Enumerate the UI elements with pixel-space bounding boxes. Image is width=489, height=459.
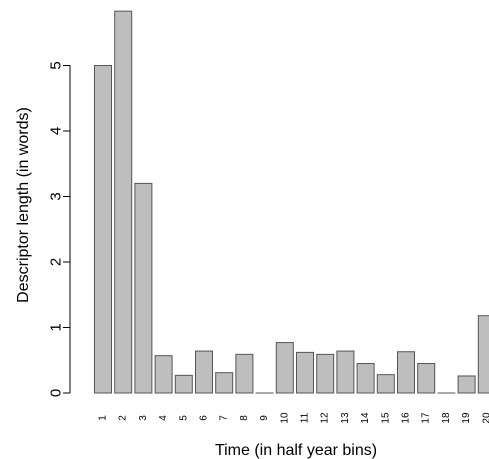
bar-5 — [174, 374, 193, 394]
bar-15 — [376, 374, 395, 394]
bar-3 — [134, 182, 153, 394]
x-tick-label-1: 1 — [98, 415, 109, 421]
y-tick-label-5: 5 — [48, 61, 65, 69]
x-tick-label-13: 13 — [340, 412, 351, 424]
x-tick-label-2: 2 — [118, 415, 129, 421]
bar-13 — [336, 350, 355, 394]
y-axis: 0 1 2 3 4 5 — [48, 61, 71, 397]
bar-1 — [94, 65, 112, 394]
y-tick-label-4: 4 — [48, 127, 65, 135]
x-tick-label-16: 16 — [401, 412, 412, 424]
y-axis-title: Descriptor length (in words) — [15, 107, 32, 303]
x-tick-label-19: 19 — [461, 412, 472, 424]
x-tick-label-5: 5 — [178, 415, 189, 421]
bar-2 — [114, 10, 133, 394]
y-tick-label-3: 3 — [48, 192, 65, 200]
bar-4 — [154, 355, 173, 394]
x-tick-label-14: 14 — [360, 412, 371, 424]
x-axis-title: Time (in half year bins) — [215, 442, 377, 459]
x-tick-label-3: 3 — [138, 415, 149, 421]
bar-6 — [195, 350, 213, 394]
bars-group — [94, 10, 489, 394]
x-tick-label-6: 6 — [199, 415, 210, 421]
bar-14 — [356, 363, 375, 394]
bar-10 — [275, 342, 294, 394]
x-tick-label-20: 20 — [481, 412, 489, 424]
x-tick-label-17: 17 — [421, 412, 432, 424]
y-tick-label-2: 2 — [48, 258, 65, 266]
x-tick-label-7: 7 — [219, 415, 230, 421]
x-tick-label-10: 10 — [279, 412, 290, 424]
bar-8 — [235, 353, 254, 394]
x-tick-label-12: 12 — [320, 412, 331, 424]
x-tick-label-8: 8 — [239, 415, 250, 421]
bar-17 — [417, 363, 436, 394]
bar-16 — [397, 351, 415, 394]
bar-7 — [215, 372, 234, 394]
y-tick-label-1: 1 — [48, 323, 65, 331]
x-tick-label-18: 18 — [441, 412, 452, 424]
x-tick-label-11: 11 — [300, 412, 311, 423]
bar-19 — [457, 375, 476, 394]
x-tick-label-4: 4 — [158, 415, 169, 421]
x-tick-label-15: 15 — [380, 412, 391, 424]
y-tick-label-0: 0 — [48, 389, 65, 397]
bar-11 — [296, 351, 314, 394]
x-tick-labels: 1 2 3 4 5 6 7 8 9 10 11 12 13 14 15 16 17 18 19 20 — [98, 412, 489, 424]
bar-12 — [316, 353, 335, 394]
bar-20 — [477, 315, 489, 394]
x-tick-label-9: 9 — [259, 415, 270, 421]
